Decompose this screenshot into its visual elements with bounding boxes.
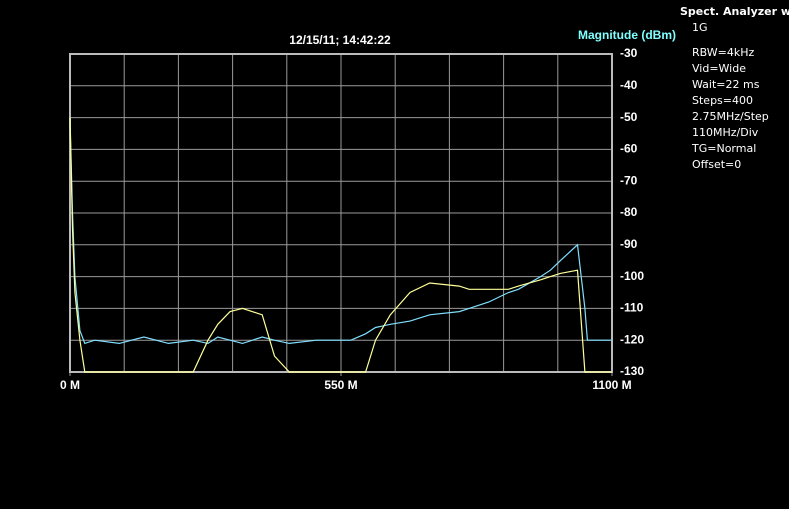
y-tick-label: -70 bbox=[620, 173, 638, 187]
trace bbox=[69, 117, 612, 345]
info-text: Vid=Wide bbox=[692, 62, 746, 75]
info-text: RBW=4kHz bbox=[692, 46, 755, 59]
y-tick-label: -120 bbox=[620, 332, 644, 346]
y-tick-label: -90 bbox=[620, 237, 638, 251]
trace bbox=[69, 117, 612, 373]
info-text: 2.75MHz/Step bbox=[692, 110, 769, 123]
info-text: Offset=0 bbox=[692, 158, 741, 171]
y-tick-label: -60 bbox=[620, 142, 638, 156]
info-text: Steps=400 bbox=[692, 94, 753, 107]
x-tick-label: 1100 M bbox=[592, 378, 631, 392]
chart-title: 12/15/11; 14:42:22 bbox=[289, 33, 391, 47]
y-axis-label: Magnitude (dBm) bbox=[578, 28, 676, 42]
x-tick-label: 0 M bbox=[60, 378, 80, 392]
y-tick-label: -40 bbox=[620, 78, 638, 92]
info-text: 110MHz/Div bbox=[692, 126, 759, 139]
info-text: 1G bbox=[692, 21, 708, 34]
y-tick-label: -30 bbox=[620, 46, 638, 60]
y-tick-label: -130 bbox=[620, 364, 644, 378]
y-tick-label: -80 bbox=[620, 205, 638, 219]
y-tick-label: -110 bbox=[620, 301, 644, 315]
x-tick-label: 550 M bbox=[324, 378, 357, 392]
info-text: TG=Normal bbox=[691, 142, 756, 155]
y-tick-label: -100 bbox=[620, 269, 644, 283]
info-text: Wait=22 ms bbox=[692, 78, 760, 91]
info-text: Spect. Analyzer with TG bbox=[680, 5, 789, 18]
y-tick-label: -50 bbox=[620, 110, 638, 124]
